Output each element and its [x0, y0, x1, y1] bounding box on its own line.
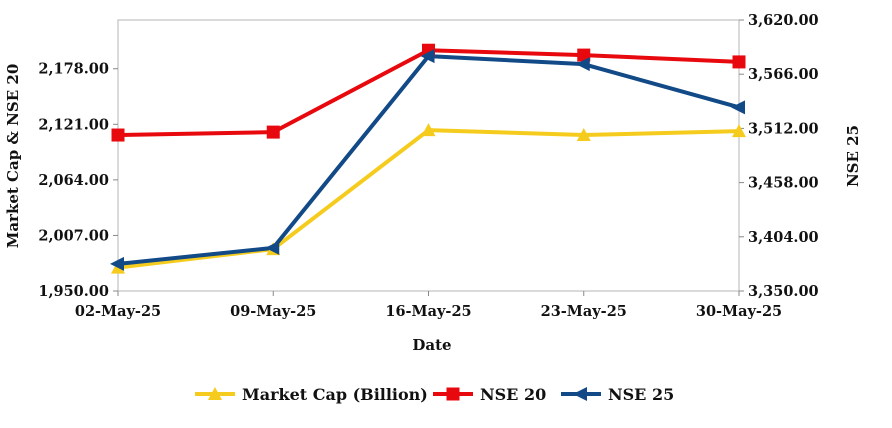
- x-tick-label: 30-May-25: [696, 303, 782, 320]
- y-axis-right-title: NSE 25: [844, 125, 862, 187]
- data-point-nse-20: [111, 128, 125, 142]
- plot-area: [117, 19, 740, 292]
- data-point-nse-20: [266, 125, 280, 139]
- data-point-nse-25: [420, 49, 435, 64]
- legend-label-market-cap-billion: Market Cap (Billion): [242, 385, 428, 404]
- y-left-tick-label: 2,064.00: [38, 172, 109, 189]
- data-point-nse-25: [110, 256, 124, 271]
- legend: Market Cap (Billion) NSE 20 NSE 25: [195, 385, 674, 404]
- y-right-tick-label: 3,404.00: [748, 229, 819, 246]
- y-left-tick-label: 2,121.00: [38, 116, 109, 133]
- legend-marker-nse-20: [446, 387, 460, 401]
- x-tick-label: 02-May-25: [75, 303, 161, 320]
- x-tick-label: 09-May-25: [230, 303, 316, 320]
- y-right-tick-label: 3,620.00: [748, 12, 819, 29]
- y-right-tick-label: 3,566.00: [748, 66, 819, 83]
- x-tick-label: 23-May-25: [541, 303, 627, 320]
- x-axis-title: Date: [412, 336, 451, 354]
- y-left-tick-label: 2,007.00: [38, 227, 109, 244]
- data-point-nse-20: [577, 48, 591, 62]
- y-right-tick-label: 3,512.00: [748, 120, 819, 137]
- legend-label-nse-20: NSE 20: [480, 385, 546, 404]
- series-markers: [110, 43, 746, 274]
- y-right-tick-label: 3,350.00: [748, 283, 819, 300]
- data-point-nse-25: [265, 240, 280, 255]
- data-point-nse-25: [575, 57, 590, 72]
- data-point-nse-20: [732, 55, 746, 69]
- y-left-tick-label: 1,950.00: [38, 283, 109, 300]
- y-right-tick-label: 3,458.00: [748, 175, 819, 192]
- data-point-nse-25: [731, 100, 745, 115]
- axes: 1,950.00 2,007.00 2,064.00 2,121.00 2,178.00…: [38, 12, 818, 320]
- y-axis-left-title: Market Cap & NSE 20: [4, 64, 22, 249]
- data-point-market-cap-billion: [576, 128, 591, 142]
- legend-label-nse-25: NSE 25: [608, 385, 674, 404]
- x-tick-label: 16-May-25: [385, 303, 471, 320]
- data-point-market-cap-billion: [732, 124, 746, 138]
- y-left-tick-label: 2,178.00: [38, 61, 109, 78]
- data-point-market-cap-billion: [421, 123, 436, 137]
- legend-marker-market-cap-billion: [208, 387, 222, 400]
- legend-marker-nse-25: [573, 387, 587, 401]
